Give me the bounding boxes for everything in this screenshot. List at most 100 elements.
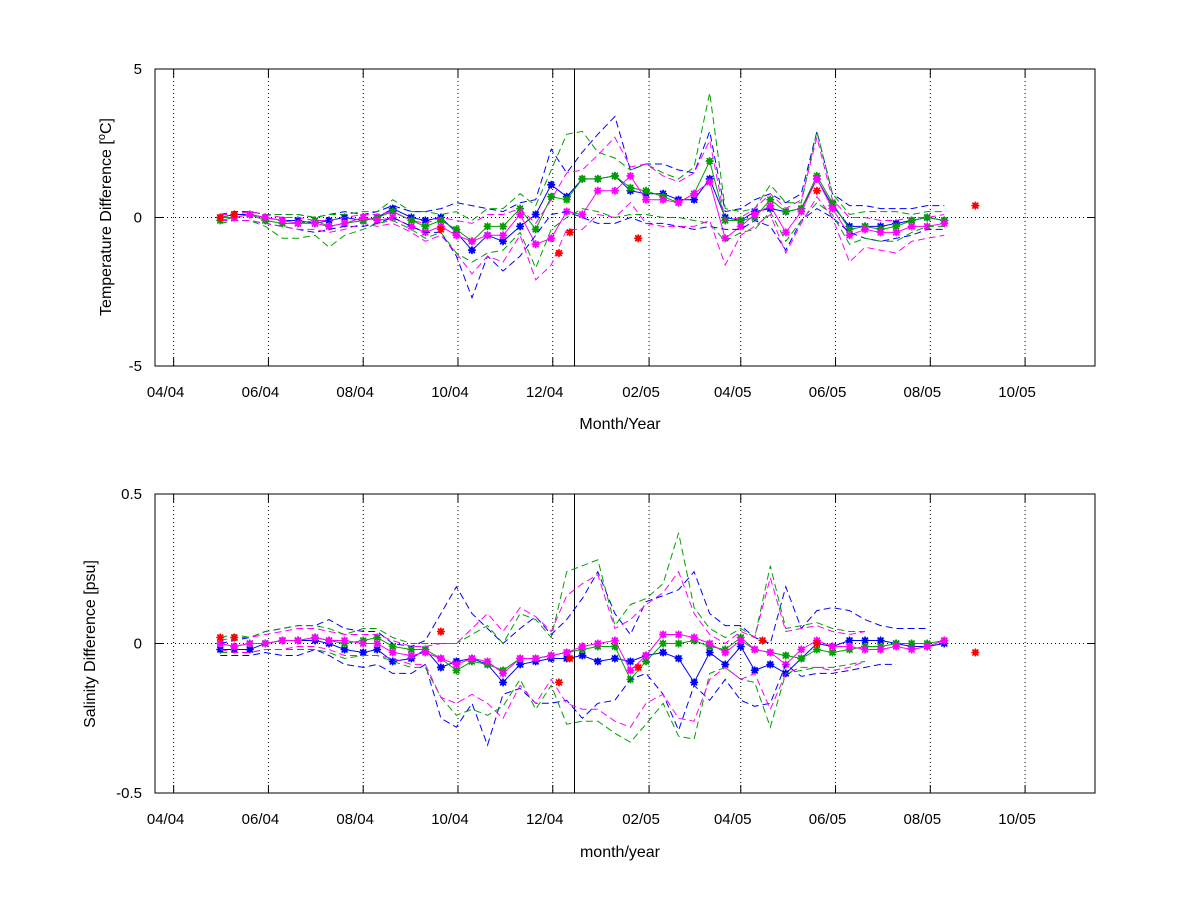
data-point [407,651,416,660]
salinity-difference-plot: month/year Salinity Difference [psu] 0.5… [82,486,1096,861]
data-point [641,195,651,204]
data-point [531,654,540,663]
data-point [940,636,949,645]
x-tick-label: 02/05 [622,384,660,401]
data-point [578,210,587,219]
data-point [216,213,225,222]
data-point [610,654,620,663]
data-point [626,171,635,181]
data-point [531,240,540,249]
data-point [452,660,461,669]
x-tick-label: 08/05 [904,811,942,828]
data-point [261,639,270,648]
series-envelope-line [220,195,945,281]
x-tick-label: 04/05 [714,384,752,401]
data-point [483,231,492,240]
data-point [860,636,870,645]
data-point [812,645,821,654]
data-point [547,192,556,201]
data-point [907,216,916,225]
data-point [407,222,416,231]
data-point [860,225,870,234]
series-envelope-line [220,646,866,728]
data-point [797,645,806,654]
data-point [766,660,775,669]
data-point [324,222,334,231]
data-point [766,201,775,210]
data-point [876,645,885,654]
x-axis-label: Month/Year [579,416,661,433]
data-point [293,636,303,645]
data-point [421,222,430,231]
data-point [971,201,980,210]
data-point [516,654,525,663]
x-tick-label: 12/04 [526,811,564,828]
data-point [658,648,668,657]
data-point [340,645,349,654]
data-point [674,654,683,663]
data-point [610,642,620,651]
data-point [216,633,225,642]
data-point [828,198,837,207]
data-point [278,216,287,225]
data-point [690,678,699,687]
data-point [407,216,416,225]
x-tick-label: 04/05 [714,811,752,828]
data-point [766,195,775,204]
data-point [860,645,870,654]
data-point [436,225,445,234]
x-tick-label: 10/05 [998,811,1036,828]
data-point [876,636,885,645]
data-point [578,174,587,183]
data-point [758,636,767,645]
data-point [421,216,430,225]
data-point [310,219,320,228]
data-point [498,678,508,687]
data-point [610,171,620,181]
series-envelope-line [220,202,945,270]
data-point [245,210,254,219]
data-point [562,195,571,204]
data-point [750,645,759,654]
data-point [750,666,759,675]
data-point [736,222,745,231]
x-tick-label: 06/05 [809,811,847,828]
series-envelope-line [220,648,897,747]
data-point [388,213,397,222]
data-point [812,186,821,195]
series-envelope-line [220,92,945,222]
data-point [554,678,564,687]
data-point [690,633,699,642]
x-tick-label: 10/05 [998,384,1036,401]
y-tick-label: 0 [134,210,142,227]
data-point [310,633,320,642]
data-point [452,666,461,675]
data-point [812,174,821,183]
data-point [230,642,239,651]
data-point [421,648,430,657]
data-point [516,210,525,219]
data-point [797,654,806,663]
y-axis-label: Temperature Difference [oC] [96,118,115,316]
data-point [721,234,730,243]
data-point [736,642,745,651]
x-tick-label: 04/04 [147,811,185,828]
data-point [388,648,397,657]
data-point [845,636,854,645]
data-point [690,189,699,198]
series-envelope-line [220,115,945,219]
data-point [626,183,635,192]
data-point [373,645,382,654]
data-point [907,222,916,231]
data-point [828,648,837,657]
y-tick-label: -0.5 [116,785,142,802]
data-point [359,648,368,657]
data-point [340,219,349,228]
data-point [359,639,368,648]
data-point [531,210,540,219]
data-point [781,651,790,660]
data-point [641,651,651,660]
data-point [388,657,397,666]
series-envelope-line [220,649,866,743]
